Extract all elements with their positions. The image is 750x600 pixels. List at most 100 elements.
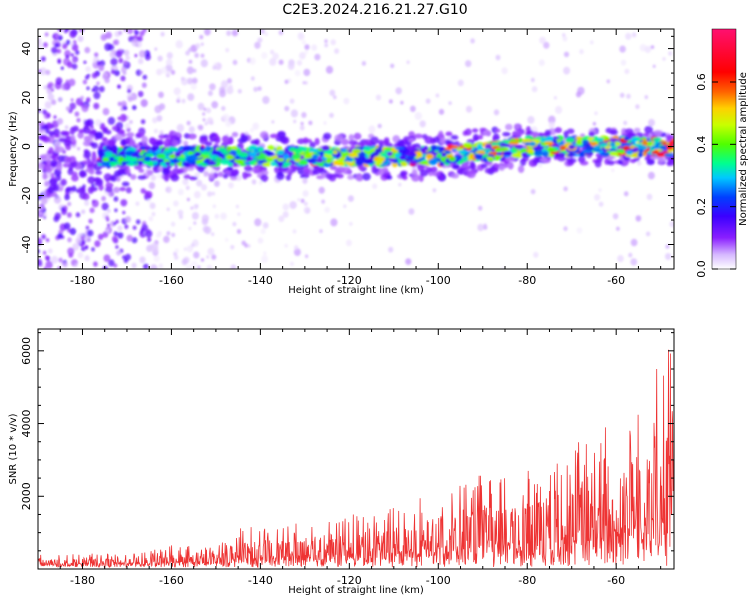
heatmap-blob: [192, 77, 198, 84]
heatmap-blob: [71, 63, 78, 70]
heatmap-blob: [104, 43, 112, 51]
heatmap-blob: [505, 123, 513, 131]
heatmap-blob: [93, 261, 98, 267]
heatmap-blob: [269, 58, 277, 66]
heatmap-core-blob: [207, 161, 217, 166]
heatmap-core-blob: [638, 149, 645, 153]
heatmap-core-blob: [256, 155, 266, 160]
heatmap-blob: [263, 251, 267, 255]
heatmap-blob: [662, 57, 666, 61]
heatmap-core-blob: [451, 145, 459, 149]
heatmap-blob: [398, 182, 402, 187]
spectrogram-x-tick-label: -60: [607, 274, 625, 287]
heatmap-core-blob: [495, 148, 503, 153]
heatmap-blob: [63, 222, 71, 230]
heatmap-blob: [38, 162, 45, 170]
heatmap-blob: [186, 120, 191, 126]
heatmap-blob: [348, 134, 355, 142]
heatmap-blob: [114, 208, 118, 213]
heatmap-core-blob: [500, 146, 510, 152]
heatmap-core-blob: [521, 138, 531, 144]
heatmap-blob: [175, 40, 183, 49]
heatmap-blob: [65, 39, 71, 46]
heatmap-blob: [414, 133, 423, 139]
heatmap-blob: [619, 45, 626, 53]
heatmap-blob: [147, 199, 152, 204]
heatmap-blob: [55, 146, 65, 153]
heatmap-blob: [38, 69, 42, 73]
heatmap-blob: [450, 135, 459, 140]
heatmap-core-blob: [420, 147, 427, 153]
heatmap-blob: [538, 59, 545, 66]
heatmap-blob: [51, 46, 58, 54]
heatmap-blob: [95, 119, 102, 127]
heatmap-blob: [113, 221, 117, 226]
heatmap-blob: [284, 79, 289, 85]
heatmap-blob: [312, 169, 320, 175]
heatmap-core-blob: [182, 145, 192, 151]
heatmap-blob: [70, 53, 75, 57]
heatmap-blob: [105, 129, 112, 135]
heatmap-blob: [645, 231, 651, 237]
heatmap-blob: [477, 134, 483, 140]
heatmap-blob: [260, 174, 269, 182]
heatmap-blob: [185, 264, 193, 269]
heatmap-blob: [95, 178, 104, 185]
heatmap-blob: [410, 105, 416, 113]
heatmap-blob: [141, 135, 148, 144]
heatmap-core-blob: [257, 147, 264, 152]
heatmap-blob: [594, 111, 598, 116]
snr-y-axis-label: SNR (10 * v/v): [8, 413, 19, 484]
heatmap-blob: [67, 201, 72, 207]
heatmap-blob: [237, 89, 242, 94]
heatmap-blob: [628, 252, 633, 258]
heatmap-blob: [89, 207, 95, 214]
heatmap-blob: [45, 69, 51, 76]
spectrogram-panel: -180 -160 -140 -120 -100 -80 -60 -40 -20 0 20 40 H…: [8, 28, 675, 296]
heatmap-blob: [383, 137, 390, 144]
heatmap-blob: [650, 45, 655, 49]
heatmap-blob: [222, 113, 230, 122]
heatmap-core-blob: [463, 155, 469, 161]
heatmap-core-blob: [137, 160, 144, 165]
heatmap-blob: [301, 112, 307, 118]
heatmap-blob: [625, 32, 632, 40]
heatmap-blob: [185, 185, 190, 190]
heatmap-blob: [623, 191, 629, 197]
heatmap-blob: [293, 119, 297, 124]
heatmap-blob: [563, 226, 568, 232]
heatmap-core-blob: [109, 161, 118, 167]
heatmap-blob: [120, 75, 126, 82]
heatmap-blob: [71, 43, 79, 52]
heatmap-blob: [137, 35, 143, 42]
heatmap-blob: [42, 195, 46, 200]
heatmap-blob: [214, 180, 220, 187]
heatmap-blob: [38, 258, 43, 267]
heatmap-core-blob: [319, 151, 325, 157]
heatmap-blob: [187, 47, 192, 53]
heatmap-blob: [314, 53, 321, 61]
heatmap-blob: [45, 238, 50, 243]
snr-x-tick-label: -140: [248, 574, 273, 587]
heatmap-blob: [80, 246, 86, 252]
heatmap-blob: [115, 50, 123, 58]
heatmap-blob: [309, 141, 316, 149]
heatmap-blob: [555, 105, 563, 114]
heatmap-core-blob: [405, 151, 414, 157]
heatmap-blob: [452, 162, 460, 170]
heatmap-core-blob: [248, 146, 257, 151]
heatmap-blob: [165, 186, 172, 194]
heatmap-core-blob: [534, 150, 543, 156]
heatmap-core-blob: [277, 149, 285, 156]
heatmap-blob: [173, 200, 179, 207]
heatmap-core-blob: [302, 154, 313, 159]
heatmap-blob: [151, 212, 156, 217]
heatmap-blob: [87, 186, 94, 194]
heatmap-core-blob: [400, 161, 408, 167]
heatmap-core-blob: [199, 146, 205, 151]
heatmap-blob: [206, 255, 210, 259]
heatmap-blob: [60, 178, 67, 186]
heatmap-core-blob: [230, 149, 237, 154]
heatmap-blob: [530, 77, 535, 83]
heatmap-blob: [464, 128, 472, 136]
